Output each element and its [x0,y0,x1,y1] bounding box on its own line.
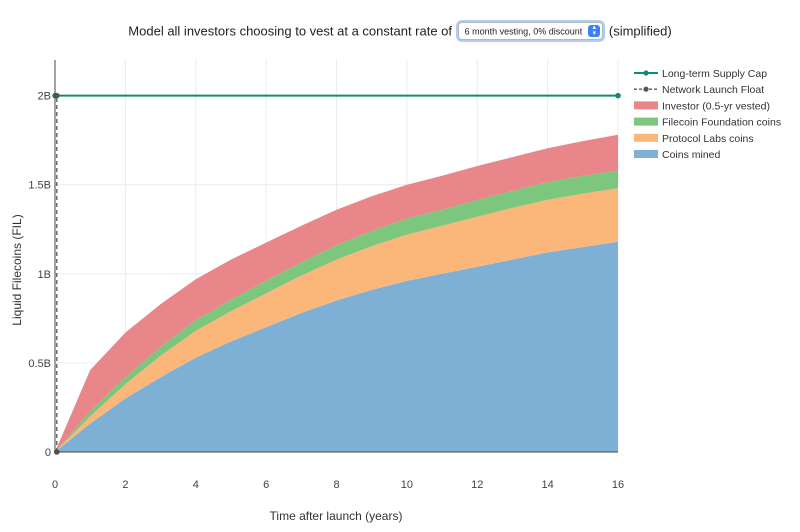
x-tick-label: 2 [122,479,128,491]
x-tick-label: 12 [471,479,483,491]
legend-label-mined: Coins mined [662,149,721,161]
y-tick-label: 0 [45,447,51,459]
legend-label-protocol_labs: Protocol Labs coins [662,133,754,145]
y-axis-title: Liquid Filecoins (FIL) [10,214,24,325]
y-tick-label: 2B [38,91,51,103]
stacked-areas [55,134,618,453]
legend-label-launch_float: Network Launch Float [662,84,764,96]
x-tick-label: 8 [333,479,339,491]
x-tick-label: 10 [401,479,413,491]
chart-axes: 0 2 4 6 8 10 12 14 16 0 0.5B 1B 1.5B 2B [28,60,624,491]
vesting-control-bar: Model all investors choosing to vest at … [0,22,800,40]
y-tick-label: 1B [38,269,51,281]
y-tick-label: 1.5B [28,180,51,192]
x-tick-label: 16 [612,479,624,491]
vesting-select-value: 6 month vesting, 0% discount [464,26,583,37]
legend-swatch-investor [634,101,658,110]
area-series-mined [55,241,618,452]
x-tick-label: 14 [542,479,554,491]
legend-marker-launch_float [643,86,649,92]
legend-swatch-foundation [634,117,658,126]
x-tick-label: 4 [193,479,199,491]
x-axis-title: Time after launch (years) [270,509,403,523]
vesting-prompt-label: Model all investors choosing to vest at … [128,23,453,39]
area-series-investor [55,134,618,453]
legend-label-foundation: Filecoin Foundation coins [662,117,781,129]
area-series-protocol_labs [55,188,618,453]
legend-swatch-protocol_labs [634,133,658,142]
x-tick-label: 6 [263,479,269,491]
chevron-updown-icon: ▴ ▾ [588,24,601,37]
chart-legend: Long-term Supply Cap Network Launch Float… [634,68,781,161]
line-marker-supply_cap [615,92,621,99]
legend-swatch-mined [634,150,658,158]
vesting-select[interactable]: 6 month vesting, 0% discount ▴ ▾ [457,22,604,40]
x-tick-label: 0 [52,479,58,491]
legend-label-supply_cap: Long-term Supply Cap [662,68,767,80]
simplified-label: (simplified) [608,23,672,39]
y-tick-label: 0.5B [28,358,51,370]
legend-label-investor: Investor (0.5-yr vested) [662,100,770,112]
legend-marker-supply_cap [643,70,649,76]
